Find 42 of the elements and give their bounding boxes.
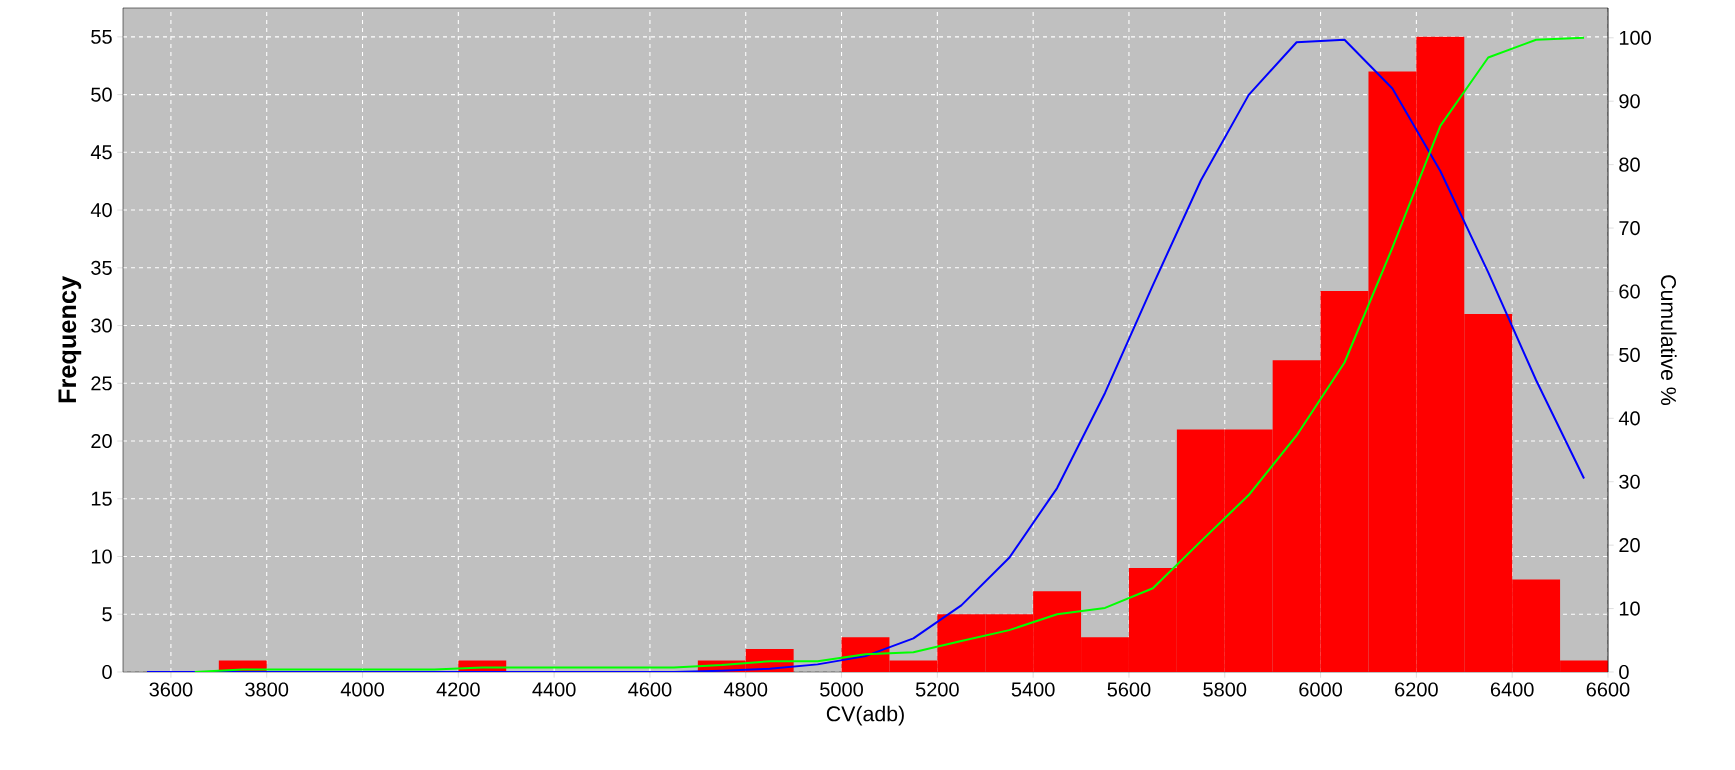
x-tick-label: 6600 bbox=[1586, 682, 1630, 697]
y-axis-title: Frequency bbox=[58, 276, 82, 403]
y-tick-label: 40 bbox=[90, 202, 112, 218]
y-tick-label: 15 bbox=[91, 491, 112, 506]
y2-tick-label: 90 bbox=[1619, 94, 1640, 109]
x-tick-label: 4000 bbox=[340, 682, 384, 697]
y2-tick-label: 20 bbox=[1619, 538, 1640, 553]
y2-tick-label: 30 bbox=[1619, 474, 1640, 489]
x-axis-title: CV(adb) bbox=[826, 705, 904, 726]
y-tick-label: 0 bbox=[102, 664, 112, 680]
x-tick-label: 4200 bbox=[436, 682, 480, 697]
y-tick-label: 30 bbox=[91, 318, 112, 333]
x-tick-label: 4400 bbox=[532, 682, 576, 697]
y-tick-label: 10 bbox=[91, 549, 112, 564]
y2-tick-label: 80 bbox=[1619, 157, 1640, 172]
x-tick-label: 6200 bbox=[1395, 682, 1438, 697]
y2-tick-label: 0 bbox=[1619, 664, 1629, 680]
x-tick-label: 6000 bbox=[1299, 682, 1343, 697]
y2-axis-title: Cumulative % bbox=[1660, 275, 1677, 405]
y2-tick-label: 60 bbox=[1619, 284, 1640, 299]
y-tick-label: 5 bbox=[102, 607, 112, 622]
x-tick-label: 3600 bbox=[149, 682, 193, 697]
x-tick-label: 5800 bbox=[1203, 682, 1247, 697]
x-tick-label: 5400 bbox=[1011, 682, 1055, 697]
y2-tick-label: 50 bbox=[1619, 347, 1640, 362]
y2-tick-label: 100 bbox=[1619, 30, 1651, 45]
x-tick-label: 4600 bbox=[628, 682, 672, 697]
y2-tick-label: 10 bbox=[1619, 601, 1640, 616]
y-tick-label: 35 bbox=[91, 260, 112, 275]
y-tick-label: 45 bbox=[90, 145, 112, 160]
x-tick-label: 5000 bbox=[820, 682, 863, 697]
x-tick-label: 5200 bbox=[915, 682, 959, 697]
y2-tick-label: 70 bbox=[1619, 220, 1640, 236]
y-tick-label: 55 bbox=[91, 29, 112, 44]
y-tick-label: 25 bbox=[91, 376, 112, 391]
y-tick-label: 50 bbox=[91, 87, 112, 102]
x-tick-label: 4800 bbox=[723, 682, 768, 697]
x-tick-label: 5600 bbox=[1107, 682, 1151, 697]
y2-tick-label: 40 bbox=[1618, 411, 1640, 426]
y-tick-label: 20 bbox=[91, 433, 112, 449]
x-tick-label: 6400 bbox=[1490, 682, 1534, 697]
x-tick-label: 3800 bbox=[245, 682, 289, 697]
